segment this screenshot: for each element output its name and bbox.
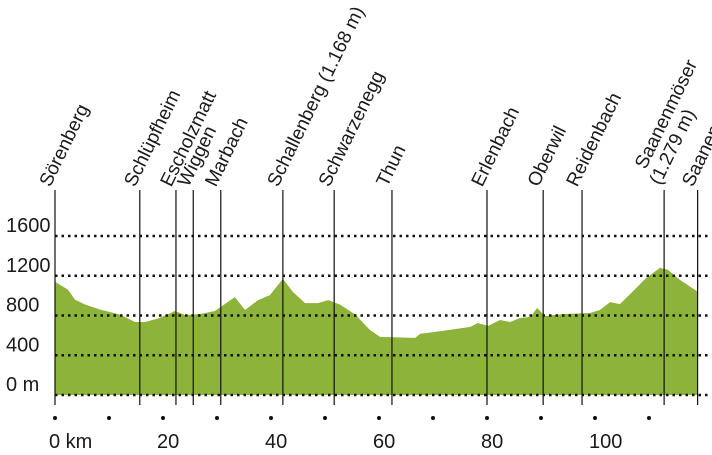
x-tick [485,416,489,420]
x-tick [161,416,165,420]
x-tick [53,416,57,420]
y-tick-label: 1200 [6,255,51,277]
x-minor-tick [647,416,651,420]
place-label: Schallenberg (1.168 m) [264,3,369,190]
x-minor-tick [431,416,435,420]
x-tick-label: 80 [481,431,503,453]
x-tick-label: 0 km [49,431,92,453]
elevation-area [55,267,698,395]
x-tick [377,416,381,420]
place-name: Sörenberg [36,101,94,190]
y-tick-label: 0 m [6,374,39,396]
y-tick-label: 400 [6,334,39,356]
x-minor-tick [107,416,111,420]
place-name: Reidenbach [563,90,626,190]
x-tick-label: 40 [265,431,287,453]
x-tick-label: 60 [373,431,395,453]
place-label: Sörenberg [36,101,94,190]
x-minor-tick [323,416,327,420]
place-name: Schallenberg (1.168 m) [264,3,369,190]
place-label: Thun [373,142,411,190]
place-name: Thun [373,142,411,190]
x-tick-label: 20 [157,431,179,453]
x-minor-tick [539,416,543,420]
y-tick-label: 800 [6,295,39,317]
y-tick-label: 1600 [6,215,51,237]
x-tick-label: 100 [589,431,622,453]
place-label: Erlenbach [468,104,524,190]
x-minor-tick [215,416,219,420]
place-name: Erlenbach [468,104,524,190]
place-label: Reidenbach [563,90,626,190]
x-tick [593,416,597,420]
x-tick [269,416,273,420]
